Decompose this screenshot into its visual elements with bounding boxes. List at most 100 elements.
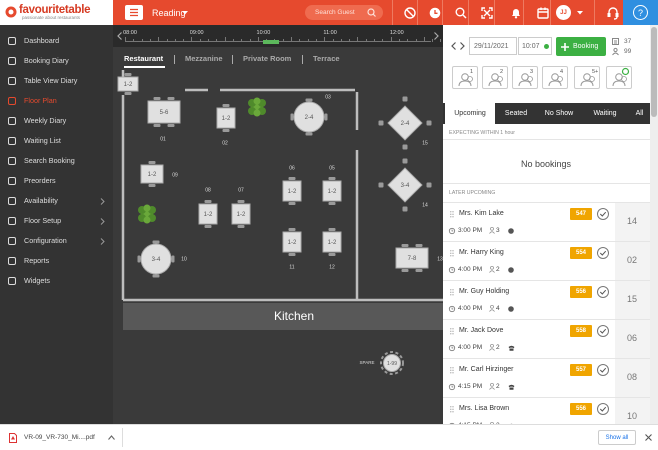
- booking-row[interactable]: Mrs. Kim Lake 547 3:00 PM 3 14: [443, 203, 650, 242]
- menu-item[interactable]: Floor Plan: [0, 92, 113, 110]
- table[interactable]: 1-2: [322, 180, 342, 202]
- timeline-next[interactable]: [434, 32, 439, 40]
- menu-item[interactable]: Availability: [0, 192, 113, 210]
- top-bar: Reading Search Guest JJ?: [113, 0, 658, 25]
- menu-item[interactable]: Table View Diary: [0, 72, 113, 90]
- menu-item[interactable]: Search Booking: [0, 152, 113, 170]
- location-select[interactable]: Reading: [152, 8, 186, 18]
- seat-button[interactable]: [597, 247, 609, 259]
- seat-button[interactable]: [597, 208, 609, 220]
- table-number: 09: [172, 172, 178, 178]
- booking-row[interactable]: Mr. Harry King 554 4:00 PM 2 02: [443, 242, 650, 281]
- timeline-prev[interactable]: [117, 32, 122, 40]
- party-size-filter[interactable]: 5+: [574, 66, 600, 89]
- table[interactable]: 2-4: [293, 101, 325, 133]
- search-input[interactable]: Search Guest: [305, 5, 383, 20]
- table[interactable]: 1-2: [231, 203, 251, 225]
- seat-button[interactable]: [597, 403, 609, 415]
- menu-item[interactable]: Reports: [0, 252, 113, 270]
- booking-ref-text: 547: [575, 211, 587, 217]
- new-booking-button[interactable]: Booking: [556, 37, 606, 56]
- table[interactable]: 5-6: [147, 100, 181, 124]
- floor-tab[interactable]: Mezzanine: [185, 54, 223, 63]
- status-tab[interactable]: No Show: [537, 103, 581, 124]
- table[interactable]: 2-4: [387, 105, 423, 141]
- table[interactable]: 1-2: [282, 180, 302, 202]
- toolbar-icon[interactable]: [537, 7, 549, 19]
- party-size-filter[interactable]: 2: [482, 66, 508, 89]
- floor-tab[interactable]: Restaurant: [124, 54, 164, 63]
- time-icon-part: [451, 307, 454, 310]
- table[interactable]: 1-2: [282, 231, 302, 253]
- table-number: 15: [422, 140, 428, 146]
- seat-button[interactable]: [597, 364, 609, 376]
- status-tab[interactable]: All: [629, 103, 650, 124]
- booking-row[interactable]: Mr. Jack Dove 558 4:00 PM 2 06: [443, 320, 650, 359]
- chair: [290, 113, 294, 121]
- party-size-filter[interactable]: 3: [512, 66, 538, 89]
- status-tab[interactable]: Waiting: [581, 103, 629, 124]
- booking-time: 4:00 PM: [458, 305, 483, 312]
- drag-handle-part: [450, 406, 452, 408]
- menu-item[interactable]: Floor Setup: [0, 212, 113, 230]
- time-icon-part: [451, 268, 454, 271]
- table[interactable]: 1-2: [140, 164, 164, 184]
- menu-item[interactable]: Configuration: [0, 232, 113, 250]
- status-tab[interactable]: Seated: [495, 103, 537, 124]
- search-placeholder: Search Guest: [315, 8, 355, 16]
- toolbar-icon[interactable]: [455, 7, 467, 19]
- seat-button[interactable]: [597, 286, 609, 298]
- drag-handle: [450, 367, 454, 374]
- date-prev[interactable]: [451, 42, 456, 50]
- table[interactable]: 7-8: [395, 247, 429, 269]
- show-all-button[interactable]: Show all: [598, 430, 636, 445]
- kitchen: [123, 303, 443, 330]
- menu-button[interactable]: [125, 5, 143, 20]
- status-tab[interactable]: Upcoming: [445, 103, 495, 124]
- user-initials: JJ: [560, 9, 567, 16]
- user-menu[interactable]: JJ: [556, 5, 571, 20]
- menu-item[interactable]: Weekly Diary: [0, 112, 113, 130]
- menu-item[interactable]: Booking Diary: [0, 52, 113, 70]
- floor-tab[interactable]: Terrace: [313, 54, 340, 63]
- floor-tab[interactable]: Private Room: [243, 54, 292, 63]
- chair: [237, 200, 245, 203]
- party-size-filter[interactable]: [606, 66, 632, 89]
- help-button[interactable]: ?: [623, 0, 658, 25]
- seat-button-part: [597, 325, 609, 337]
- count-icon-part: [613, 47, 618, 53]
- toolbar-icon[interactable]: [607, 6, 619, 20]
- table[interactable]: 1-2: [198, 203, 218, 225]
- table[interactable]: 1-2: [322, 231, 342, 253]
- table[interactable]: 1-2: [117, 76, 139, 92]
- booking-row[interactable]: Mr. Guy Holding 556 4:00 PM 4 15: [443, 281, 650, 320]
- date-next[interactable]: [460, 42, 465, 50]
- menu-item[interactable]: Widgets: [0, 272, 113, 290]
- close-downloads[interactable]: [645, 434, 652, 441]
- toolbar-icon[interactable]: [510, 7, 522, 19]
- table[interactable]: 3-4: [140, 243, 172, 275]
- toolbar-icon[interactable]: [481, 6, 493, 19]
- menu-item[interactable]: Preorders: [0, 172, 113, 190]
- party-size-filter[interactable]: 4: [542, 66, 568, 89]
- date-input[interactable]: 29/11/2021: [469, 37, 517, 55]
- seat-button[interactable]: [597, 325, 609, 337]
- toolbar-icon[interactable]: [404, 6, 416, 19]
- menu-item[interactable]: Dashboard: [0, 32, 113, 50]
- timeline-tick: [241, 39, 243, 42]
- party-icon-part: [497, 76, 503, 82]
- time-icon-part: [448, 266, 456, 274]
- source-icon: [508, 345, 515, 351]
- download-file[interactable]: VR-09_VR-730_Mi....pdf: [24, 434, 95, 441]
- location-caret-part: [182, 11, 188, 15]
- table[interactable]: 1-2: [216, 107, 236, 129]
- toolbar-icon[interactable]: [429, 7, 441, 19]
- download-menu[interactable]: [108, 435, 115, 440]
- party-size-filter[interactable]: 1: [452, 66, 478, 89]
- time-input[interactable]: 10:07: [518, 37, 552, 55]
- download-bar: VR-09_VR-730_Mi....pdf Show all: [0, 424, 658, 450]
- menu-item[interactable]: Waiting List: [0, 132, 113, 150]
- booking-row[interactable]: Mr. Carl Hirzinger 557 4:15 PM 2 08: [443, 359, 650, 398]
- table[interactable]: 3-4: [387, 167, 423, 203]
- chair: [328, 177, 336, 180]
